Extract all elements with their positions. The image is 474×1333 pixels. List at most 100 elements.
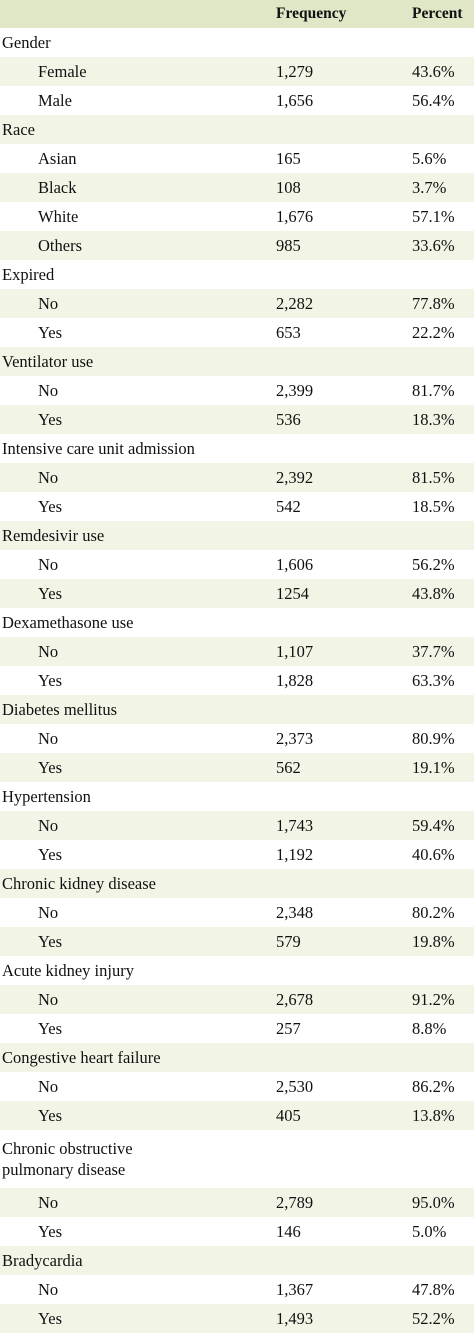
table-row: No 2,373 80.9%	[0, 724, 474, 753]
row-label: Black	[38, 177, 77, 197]
group-label: Acute kidney injury	[2, 960, 134, 980]
table-row: Female 1,279 43.6%	[0, 57, 474, 86]
frequency-cell: 1,743	[276, 815, 314, 835]
table-row: Yes 1,493 52.2%	[0, 1304, 474, 1333]
header-frequency: Frequency	[276, 5, 347, 22]
row-label: No	[38, 1192, 59, 1212]
table-row: No 2,392 81.5%	[0, 463, 474, 492]
row-label: No	[38, 989, 59, 1009]
frequency-cell: 146	[276, 1221, 301, 1241]
row-label: No	[38, 728, 59, 748]
row-label: No	[38, 293, 59, 313]
group-row: Remdesivir use	[0, 521, 474, 550]
group-row: Chronic obstructive pulmonary disease	[0, 1130, 474, 1188]
row-label: Asian	[38, 148, 77, 168]
group-label: Chronic obstructive pulmonary disease	[0, 1138, 276, 1180]
percent-cell: 40.6%	[412, 844, 455, 864]
frequency-cell: 536	[276, 409, 301, 429]
table-row: Yes 653 22.2%	[0, 318, 474, 347]
percent-cell: 43.6%	[412, 61, 455, 81]
group-label: Bradycardia	[2, 1250, 83, 1270]
group-label: Congestive heart failure	[2, 1047, 161, 1067]
row-label: No	[38, 1076, 59, 1096]
group-row: Acute kidney injury	[0, 956, 474, 985]
percent-cell: 3.7%	[412, 177, 447, 197]
group-label: Remdesivir use	[2, 525, 105, 545]
percent-cell: 59.4%	[412, 815, 455, 835]
frequency-cell: 1,656	[276, 90, 314, 110]
frequency-cell: 2,373	[276, 728, 314, 748]
percent-cell: 91.2%	[412, 989, 455, 1009]
row-label: Yes	[38, 757, 63, 777]
table-row: Yes 562 19.1%	[0, 753, 474, 782]
frequency-cell: 108	[276, 177, 301, 197]
frequency-cell: 165	[276, 148, 301, 168]
frequency-cell: 1,367	[276, 1279, 314, 1299]
table-row: Yes 579 19.8%	[0, 927, 474, 956]
group-label: Expired	[2, 264, 55, 284]
group-row: Race	[0, 115, 474, 144]
percent-cell: 13.8%	[412, 1105, 455, 1125]
table-row: No 1,606 56.2%	[0, 550, 474, 579]
table-row: Yes 1,828 63.3%	[0, 666, 474, 695]
frequency-cell: 1,493	[276, 1308, 314, 1328]
row-label: Yes	[38, 1308, 63, 1328]
percent-cell: 77.8%	[412, 293, 455, 313]
percent-cell: 5.6%	[412, 148, 447, 168]
frequency-cell: 1,828	[276, 670, 314, 690]
table-row: Yes 1254 43.8%	[0, 579, 474, 608]
frequency-cell: 1,279	[276, 61, 314, 81]
table-body: Gender Female 1,279 43.6% Male 1,656 56.4% Race…	[0, 28, 474, 1333]
percent-cell: 19.1%	[412, 757, 455, 777]
table-row: No 1,107 37.7%	[0, 637, 474, 666]
frequency-cell: 2,392	[276, 467, 314, 487]
row-label: Others	[38, 235, 82, 255]
group-label: Intensive care unit admission	[2, 438, 195, 458]
group-label: Gender	[2, 32, 51, 52]
frequency-cell: 2,789	[276, 1192, 314, 1212]
percent-cell: 5.0%	[412, 1221, 447, 1241]
group-label: Ventilator use	[2, 351, 94, 371]
group-label: Chronic kidney disease	[2, 873, 156, 893]
frequency-cell: 579	[276, 931, 301, 951]
table-row: Yes 536 18.3%	[0, 405, 474, 434]
percent-cell: 81.7%	[412, 380, 455, 400]
frequency-cell: 405	[276, 1105, 301, 1125]
group-row: Dexamethasone use	[0, 608, 474, 637]
row-label: Yes	[38, 409, 63, 429]
table-header: Frequency Percent	[0, 0, 474, 28]
group-label: Dexamethasone use	[2, 612, 134, 632]
row-label: No	[38, 380, 59, 400]
frequency-cell: 1254	[276, 583, 309, 603]
row-label: No	[38, 1279, 59, 1299]
row-label: Yes	[38, 583, 63, 603]
percent-cell: 43.8%	[412, 583, 455, 603]
frequency-cell: 2,399	[276, 380, 314, 400]
table-row: Yes 146 5.0%	[0, 1217, 474, 1246]
frequency-cell: 1,107	[276, 641, 314, 661]
percent-cell: 47.8%	[412, 1279, 455, 1299]
row-label: Yes	[38, 496, 63, 516]
percent-cell: 52.2%	[412, 1308, 455, 1328]
group-row: Ventilator use	[0, 347, 474, 376]
frequency-cell: 653	[276, 322, 301, 342]
percent-cell: 63.3%	[412, 670, 455, 690]
row-label: No	[38, 902, 59, 922]
table-row: No 2,399 81.7%	[0, 376, 474, 405]
group-row: Intensive care unit admission	[0, 434, 474, 463]
percent-cell: 95.0%	[412, 1192, 455, 1212]
row-label: Yes	[38, 1018, 63, 1038]
percent-cell: 56.2%	[412, 554, 455, 574]
table-row: No 1,367 47.8%	[0, 1275, 474, 1304]
group-label: Diabetes mellitus	[2, 699, 118, 719]
row-label: Yes	[38, 1105, 63, 1125]
percent-cell: 19.8%	[412, 931, 455, 951]
percent-cell: 80.9%	[412, 728, 455, 748]
row-label: White	[38, 206, 79, 226]
table-row: No 2,282 77.8%	[0, 289, 474, 318]
percent-cell: 18.5%	[412, 496, 455, 516]
percent-cell: 86.2%	[412, 1076, 455, 1096]
percent-cell: 80.2%	[412, 902, 455, 922]
table-row: Others 985 33.6%	[0, 231, 474, 260]
